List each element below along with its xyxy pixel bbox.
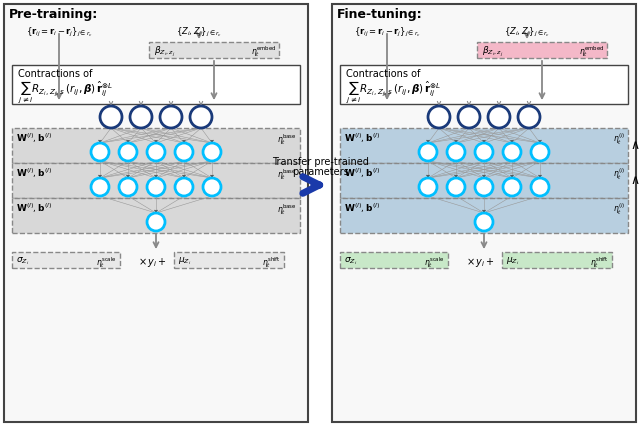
Text: $\eta_t^{\mathrm{embed}}$: $\eta_t^{\mathrm{embed}}$ xyxy=(579,44,604,59)
Circle shape xyxy=(190,106,212,128)
Circle shape xyxy=(518,106,540,128)
Text: $\eta_t^{\mathrm{shift}}$: $\eta_t^{\mathrm{shift}}$ xyxy=(590,255,609,270)
Bar xyxy=(340,128,628,163)
Bar xyxy=(477,42,607,58)
Bar xyxy=(12,198,300,233)
Text: $\sum_{j \neq i} R_{Z_i,Z_j,s}\,(r_{ij},\boldsymbol{\beta})\,\hat{\mathbf{r}}_{i: $\sum_{j \neq i} R_{Z_i,Z_j,s}\,(r_{ij},… xyxy=(346,80,442,106)
Bar xyxy=(149,42,279,58)
Circle shape xyxy=(531,178,549,196)
Text: $\times\, y_i +$: $\times\, y_i +$ xyxy=(138,256,166,269)
Text: Fine-tuning:: Fine-tuning: xyxy=(337,8,422,21)
Text: $\eta_t^{\mathrm{base}}$: $\eta_t^{\mathrm{base}}$ xyxy=(277,202,297,217)
Bar xyxy=(12,65,300,104)
Bar xyxy=(12,163,300,198)
Bar xyxy=(4,4,308,422)
Text: $\times\, y_i +$: $\times\, y_i +$ xyxy=(466,256,494,269)
Circle shape xyxy=(475,213,493,231)
Circle shape xyxy=(475,178,493,196)
Text: $\mathbf{W}^{(l)}, \mathbf{b}^{(l)}$: $\mathbf{W}^{(l)}, \mathbf{b}^{(l)}$ xyxy=(16,167,52,180)
Text: $\eta_t^{\mathrm{embed}}$: $\eta_t^{\mathrm{embed}}$ xyxy=(251,44,276,59)
Circle shape xyxy=(475,143,493,161)
Bar xyxy=(174,252,284,268)
Circle shape xyxy=(488,106,510,128)
Bar xyxy=(340,163,628,198)
Bar xyxy=(12,252,120,268)
Bar xyxy=(502,252,612,268)
Text: $\sum_{j \neq i} R_{Z_i,Z_j,s}\,(r_{ij},\boldsymbol{\beta})\,\hat{\mathbf{r}}_{i: $\sum_{j \neq i} R_{Z_i,Z_j,s}\,(r_{ij},… xyxy=(18,80,113,106)
Text: $\sigma_{Z_i}$: $\sigma_{Z_i}$ xyxy=(16,255,29,267)
Circle shape xyxy=(531,143,549,161)
Text: $\{\mathbf{r}_{ij} = \mathbf{r}_i - \mathbf{r}_j\}_{j \in r_c}$: $\{\mathbf{r}_{ij} = \mathbf{r}_i - \mat… xyxy=(353,26,420,39)
Text: $\eta_t^{\mathrm{shift}}$: $\eta_t^{\mathrm{shift}}$ xyxy=(262,255,281,270)
Circle shape xyxy=(147,178,165,196)
Circle shape xyxy=(130,106,152,128)
Text: parameters: parameters xyxy=(292,167,349,177)
Circle shape xyxy=(447,143,465,161)
Text: $\eta_t^{(l)}$: $\eta_t^{(l)}$ xyxy=(612,132,625,147)
Text: $\eta_t^{\mathrm{scale}}$: $\eta_t^{\mathrm{scale}}$ xyxy=(96,255,117,270)
Circle shape xyxy=(119,143,137,161)
Bar xyxy=(12,128,300,163)
Circle shape xyxy=(91,178,109,196)
Text: $\beta_{Z_i,z_j}$: $\beta_{Z_i,z_j}$ xyxy=(482,44,503,58)
Circle shape xyxy=(175,178,193,196)
Bar xyxy=(340,65,628,104)
Text: $\mathbf{W}^{(l)}, \mathbf{b}^{(l)}$: $\mathbf{W}^{(l)}, \mathbf{b}^{(l)}$ xyxy=(16,202,52,216)
Circle shape xyxy=(419,143,437,161)
Text: $\{Z_i, Z_j\}_{j \in r_c}$: $\{Z_i, Z_j\}_{j \in r_c}$ xyxy=(504,26,550,39)
Circle shape xyxy=(100,106,122,128)
Text: Pre-training:: Pre-training: xyxy=(9,8,99,21)
Circle shape xyxy=(147,143,165,161)
Text: $\eta_t^{\mathrm{base}}$: $\eta_t^{\mathrm{base}}$ xyxy=(277,167,297,182)
Text: $\mathbf{W}^{(l)}, \mathbf{b}^{(l)}$: $\mathbf{W}^{(l)}, \mathbf{b}^{(l)}$ xyxy=(344,132,380,145)
Circle shape xyxy=(203,178,221,196)
Text: $\mathbf{W}^{(l)}, \mathbf{b}^{(l)}$: $\mathbf{W}^{(l)}, \mathbf{b}^{(l)}$ xyxy=(16,132,52,145)
Text: $\wedge$: $\wedge$ xyxy=(630,139,639,152)
Text: $\eta_t^{(l)}$: $\eta_t^{(l)}$ xyxy=(612,167,625,182)
Circle shape xyxy=(203,143,221,161)
Circle shape xyxy=(147,213,165,231)
Circle shape xyxy=(458,106,480,128)
Text: $\mu_{Z_i}$: $\mu_{Z_i}$ xyxy=(506,255,519,267)
Text: $\{\mathbf{r}_{ij} = \mathbf{r}_i - \mathbf{r}_j\}_{j \in r_c}$: $\{\mathbf{r}_{ij} = \mathbf{r}_i - \mat… xyxy=(26,26,92,39)
Text: Contractions of: Contractions of xyxy=(346,69,420,79)
Text: $\beta_{Z_i,z_j}$: $\beta_{Z_i,z_j}$ xyxy=(154,44,175,58)
Circle shape xyxy=(447,178,465,196)
Text: Transfer pre-trained: Transfer pre-trained xyxy=(272,157,369,167)
Text: $\mu_{Z_i}$: $\mu_{Z_i}$ xyxy=(178,255,191,267)
Circle shape xyxy=(503,178,521,196)
Circle shape xyxy=(160,106,182,128)
Bar xyxy=(340,252,448,268)
Bar xyxy=(332,4,636,422)
Circle shape xyxy=(419,178,437,196)
Text: $\eta_t^{(l)}$: $\eta_t^{(l)}$ xyxy=(612,202,625,217)
Circle shape xyxy=(503,143,521,161)
Circle shape xyxy=(91,143,109,161)
Text: $\wedge$: $\wedge$ xyxy=(630,174,639,187)
Text: $\eta_t^{\mathrm{base}}$: $\eta_t^{\mathrm{base}}$ xyxy=(277,132,297,147)
Text: $\mathbf{W}^{(l)}, \mathbf{b}^{(l)}$: $\mathbf{W}^{(l)}, \mathbf{b}^{(l)}$ xyxy=(344,167,380,180)
Text: $\eta_t^{\mathrm{scale}}$: $\eta_t^{\mathrm{scale}}$ xyxy=(424,255,445,270)
Text: $\{Z_i, Z_j\}_{j \in r_c}$: $\{Z_i, Z_j\}_{j \in r_c}$ xyxy=(176,26,222,39)
Circle shape xyxy=(175,143,193,161)
Bar xyxy=(340,198,628,233)
Text: Contractions of: Contractions of xyxy=(18,69,92,79)
Text: $\sigma_{Z_i}$: $\sigma_{Z_i}$ xyxy=(344,255,357,267)
Text: $\mathbf{W}^{(l)}, \mathbf{b}^{(l)}$: $\mathbf{W}^{(l)}, \mathbf{b}^{(l)}$ xyxy=(344,202,380,216)
Circle shape xyxy=(428,106,450,128)
Circle shape xyxy=(119,178,137,196)
